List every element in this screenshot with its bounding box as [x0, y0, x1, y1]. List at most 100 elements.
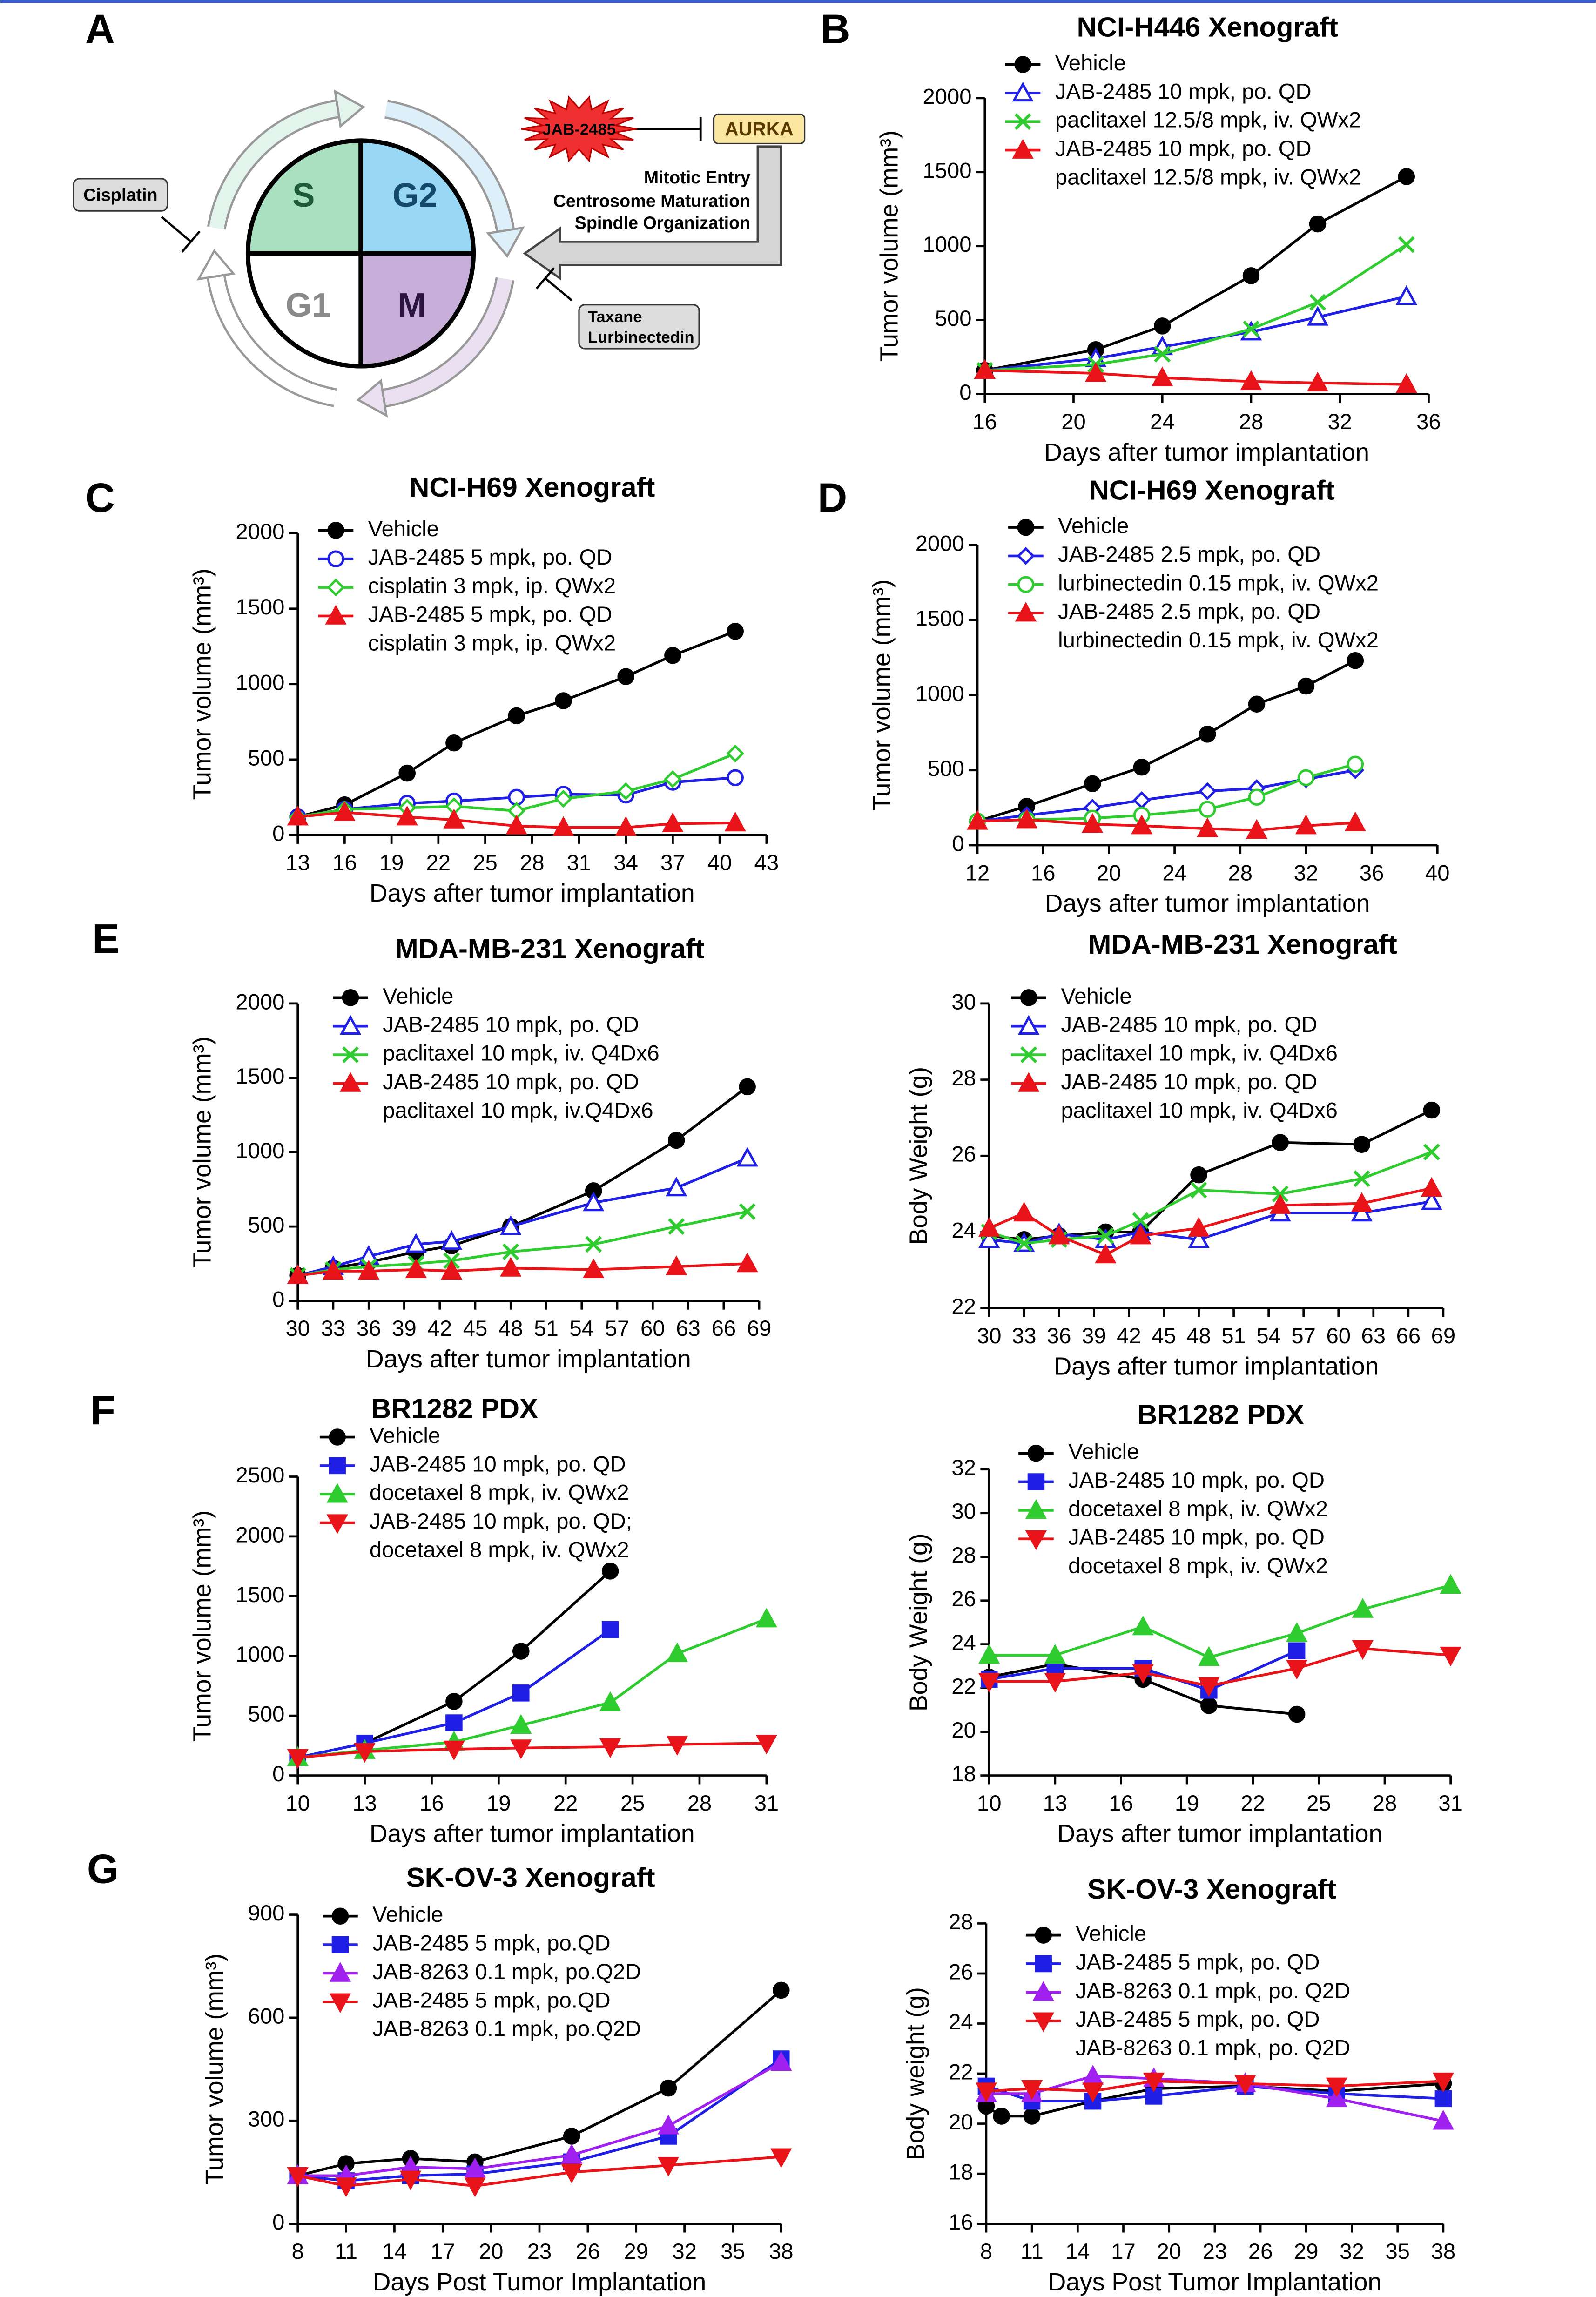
marker: [1152, 366, 1173, 386]
marker: [322, 1260, 344, 1280]
marker: [508, 707, 525, 725]
y-axis-label: Tumor volume (mm³): [189, 568, 216, 800]
legend-label: paclitaxel 10 mpk, iv. Q4Dx6: [1061, 1041, 1337, 1066]
y-tick-label: 24: [951, 1218, 976, 1243]
legend-label: JAB-2485 10 mpk, po. QD: [1055, 136, 1312, 161]
chart: SK-OV-3 Xenograft 16 18 20 22 24 26 28 8 11 14 17 20…: [902, 1873, 1455, 2296]
marker: [399, 2170, 422, 2190]
marker: [1288, 1705, 1306, 1723]
x-tick-label: 19: [379, 850, 404, 875]
marker: [666, 1255, 687, 1275]
legend-marker: [329, 1962, 351, 1982]
marker: [1269, 1194, 1291, 1214]
series-line: [984, 175, 1407, 372]
x-tick-label: 60: [640, 1316, 665, 1341]
legend-marker: [1032, 1981, 1054, 2001]
marker: [1344, 811, 1366, 831]
legend-label: JAB-2485 2.5 mpk, po. QD: [1058, 600, 1320, 624]
x-tick-label: 28: [687, 1791, 712, 1816]
y-tick-label: 2000: [236, 519, 284, 544]
marker: [662, 812, 684, 832]
legend-label: JAB-2485 10 mpk, po. QD: [1055, 79, 1312, 104]
legend-label: Vehicle: [1068, 1440, 1139, 1464]
y-tick-label: 500: [935, 306, 972, 331]
marker: [445, 1714, 463, 1731]
y-tick-label: 2500: [236, 1463, 284, 1488]
marker: [354, 1743, 376, 1763]
x-tick-label: 23: [1203, 2239, 1227, 2264]
phase-label: G2: [392, 176, 438, 214]
x-tick-label: 11: [335, 2239, 357, 2264]
marker: [1243, 320, 1259, 337]
marker: [398, 764, 416, 782]
marker: [1351, 1192, 1373, 1212]
marker: [617, 782, 635, 801]
x-tick-label: 32: [1327, 410, 1352, 434]
marker: [660, 2079, 677, 2097]
marker: [1395, 373, 1417, 393]
x-tick-label: 16: [1109, 1791, 1133, 1816]
series-line: [297, 2061, 782, 2177]
x-tick-label: 17: [431, 2239, 455, 2264]
marker: [770, 2051, 792, 2071]
legend-label: lurbinectedin 0.15 mpk, iv. QWx2: [1058, 571, 1379, 595]
x-tick-label: 28: [520, 850, 545, 875]
marker: [1440, 1646, 1461, 1667]
x-tick-label: 31: [567, 850, 592, 875]
x-tick-label: 22: [553, 1791, 578, 1816]
y-tick-label: 24: [949, 2010, 973, 2034]
marker: [554, 789, 572, 808]
x-tick-label: 28: [1373, 1791, 1397, 1816]
marker: [736, 1147, 758, 1167]
x-tick-label: 26: [576, 2239, 600, 2264]
y-axis-label: Tumor volume (mm³): [189, 1510, 216, 1742]
marker: [443, 1740, 465, 1761]
x-tick-label: 42: [1117, 1324, 1141, 1348]
x-axis-label: Days Post Tumor Implantation: [1048, 2269, 1382, 2296]
x-axis-label: Days after tumor implantation: [370, 1820, 695, 1848]
legend-label: JAB-2485 10 mpk, po. QD;: [370, 1509, 632, 1534]
marker: [657, 2115, 680, 2135]
y-tick-label: 30: [951, 1499, 976, 1524]
marker: [1240, 370, 1262, 390]
x-tick-label: 20: [479, 2239, 504, 2264]
legend-label: paclitaxel 10 mpk, iv.Q4Dx6: [383, 1098, 653, 1123]
y-tick-label: 0: [952, 831, 964, 856]
x-tick-label: 31: [1438, 1791, 1463, 1816]
legend-label: JAB-2485 2.5 mpk, po. QD: [1058, 542, 1320, 567]
x-tick-label: 22: [426, 850, 451, 875]
legend-label: JAB-2485 5 mpk, po. QD: [368, 545, 613, 570]
marker: [441, 1230, 463, 1250]
legend-marker: [1025, 1530, 1047, 1550]
marker: [1440, 1574, 1461, 1594]
legend-label: JAB-8263 0.1 mpk, po. Q2D: [1076, 1979, 1350, 2003]
marker: [1133, 758, 1151, 776]
legend-marker: [331, 1936, 349, 1953]
chart-title: NCI-H69 Xenograft: [1089, 474, 1335, 505]
y-axis-label: Tumor volume (mm³): [875, 130, 903, 362]
marker: [601, 1621, 619, 1638]
y-tick-label: 24: [951, 1630, 976, 1655]
phase-label: S: [292, 176, 315, 214]
y-tick-label: 22: [949, 2060, 973, 2085]
legend-marker: [1017, 576, 1035, 593]
x-tick-label: 26: [1248, 2239, 1273, 2264]
chart-title: MDA-MB-231 Xenograft: [395, 933, 704, 964]
marker: [1198, 1646, 1220, 1666]
marker: [1016, 1235, 1033, 1252]
y-tick-label: 20: [951, 1718, 976, 1743]
y-axis-label: Tumor volume (mm³): [189, 1037, 216, 1268]
marker: [1306, 371, 1329, 392]
marker: [441, 1260, 463, 1280]
legend-label: Vehicle: [1058, 514, 1129, 539]
legend-label: JAB-2485 10 mpk, po. QD: [1061, 1070, 1317, 1094]
marker: [657, 2156, 680, 2177]
phase-label: G1: [285, 286, 330, 324]
x-tick-label: 60: [1326, 1324, 1351, 1348]
marker: [1434, 2090, 1452, 2108]
x-tick-label: 36: [1416, 410, 1441, 434]
target-label: AURKA: [725, 118, 794, 140]
marker: [1286, 1660, 1308, 1680]
x-tick-label: 10: [977, 1791, 1002, 1816]
drug-label: Lurbinectedin: [588, 329, 694, 346]
